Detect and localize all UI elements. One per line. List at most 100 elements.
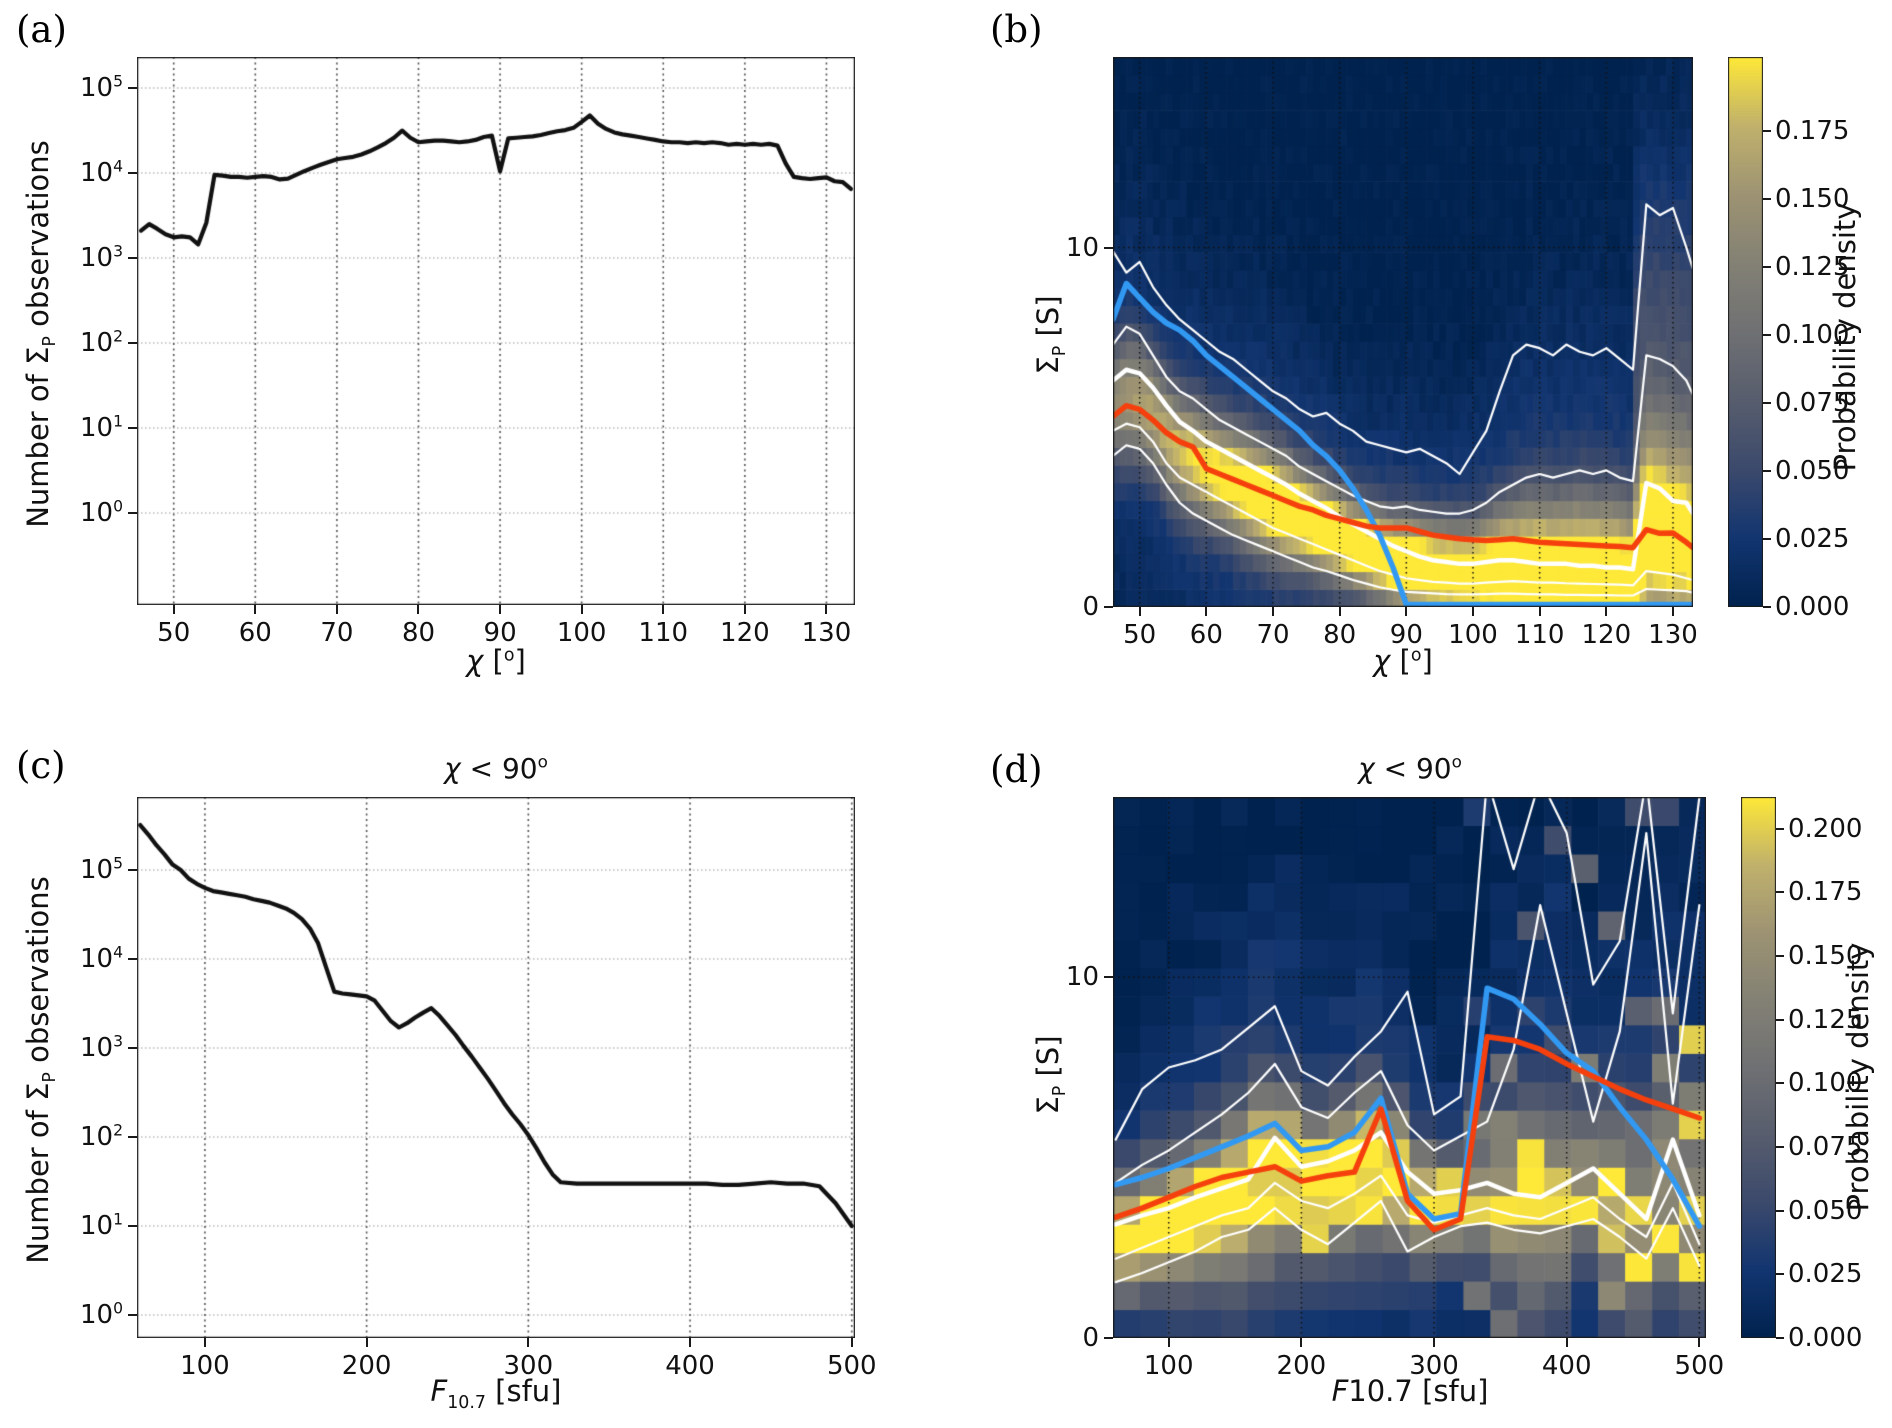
x-tick-label: 300	[503, 1351, 554, 1381]
tick-mark	[128, 958, 137, 960]
tick-mark	[128, 512, 137, 514]
tick-mark	[1605, 607, 1608, 616]
x-tick-label: 400	[665, 1351, 715, 1381]
y-tick-label: 101	[79, 1210, 123, 1241]
panel-c-letter: (c)	[16, 744, 66, 787]
tick-mark	[1776, 1273, 1784, 1276]
panel-a-xlabel: χ [o]	[466, 644, 526, 678]
panel-b-letter: (b)	[990, 8, 1043, 51]
tick-mark	[1776, 955, 1784, 958]
x-tick-label: 130	[801, 618, 852, 648]
tick-mark	[128, 869, 137, 871]
y-tick-label: 10	[1065, 232, 1099, 263]
tick-mark	[172, 605, 175, 614]
tick-mark	[1167, 1338, 1170, 1347]
y-tick-label: 102	[79, 327, 123, 358]
panel-b-ylabel: ΣP [S]	[1031, 295, 1070, 375]
tick-mark	[499, 605, 502, 614]
y-tick-label: 104	[79, 157, 123, 188]
tick-mark	[1776, 1337, 1784, 1339]
x-tick-label: 60	[1189, 620, 1223, 650]
x-tick-label: 400	[1541, 1351, 1592, 1381]
y-tick-label: 101	[79, 412, 123, 443]
tick-mark	[335, 605, 338, 614]
x-tick-label: 100	[1143, 1351, 1194, 1381]
tick-mark	[1104, 1337, 1113, 1339]
x-tick-label: 130	[1648, 620, 1698, 650]
tick-mark	[1776, 1146, 1784, 1149]
x-tick-label: 100	[556, 618, 607, 648]
y-tick-label: 105	[79, 854, 123, 885]
y-tick-label: 104	[79, 943, 123, 974]
colorbar-tick-label: 0.000	[1775, 592, 1850, 622]
colorbar-tick-label: 0.100	[1788, 1068, 1863, 1099]
tick-mark	[1763, 606, 1771, 608]
x-tick-label: 90	[483, 618, 517, 648]
tick-mark	[128, 257, 137, 259]
tick-mark	[1104, 606, 1113, 608]
y-tick-label: 0	[1082, 1323, 1099, 1353]
tick-mark	[203, 1338, 206, 1347]
x-tick-label: 60	[238, 618, 272, 648]
x-tick-label: 120	[720, 618, 770, 648]
panel-a-letter: (a)	[16, 8, 67, 51]
tick-mark	[1565, 1338, 1568, 1347]
x-tick-label: 120	[1581, 620, 1632, 650]
x-tick-label: 110	[638, 618, 689, 648]
tick-mark	[825, 605, 828, 614]
x-tick-label: 200	[1276, 1351, 1327, 1381]
tick-mark	[128, 342, 137, 344]
tick-mark	[1272, 607, 1274, 616]
panel-c-title: χ < 90o	[444, 751, 548, 785]
tick-mark	[1763, 265, 1771, 268]
x-tick-label: 50	[157, 618, 191, 648]
tick-mark	[1698, 1338, 1701, 1347]
tick-mark	[850, 1338, 853, 1347]
colorbar-d	[1741, 797, 1776, 1338]
tick-mark	[417, 605, 420, 614]
colorbar-tick-label: 0.075	[1775, 387, 1850, 418]
tick-mark	[1338, 607, 1341, 616]
x-tick-label: 500	[826, 1351, 877, 1381]
tick-mark	[1763, 129, 1771, 132]
tick-mark	[254, 605, 257, 614]
panel-d-letter: (d)	[990, 748, 1043, 791]
tick-mark	[1763, 197, 1771, 200]
tick-mark	[580, 605, 583, 614]
tick-mark	[365, 1338, 368, 1347]
panel-c-xlabel: F10.7 [sfu]	[430, 1374, 562, 1413]
y-tick-label: 100	[79, 1299, 123, 1330]
tick-mark	[689, 1338, 692, 1347]
tick-mark	[1776, 891, 1784, 894]
tick-mark	[128, 172, 137, 174]
x-tick-label: 110	[1514, 620, 1565, 650]
tick-mark	[128, 427, 137, 429]
panel-d-density-heatmap-vs-f107	[1113, 797, 1706, 1338]
x-tick-label: 50	[1123, 620, 1157, 650]
y-tick-label: 103	[79, 242, 123, 273]
colorbar-b	[1728, 57, 1763, 607]
colorbar-tick-label: 0.125	[1788, 1004, 1863, 1035]
tick-mark	[1300, 1338, 1303, 1347]
tick-mark	[1776, 1018, 1784, 1021]
x-tick-label: 100	[1448, 620, 1498, 650]
tick-mark	[1405, 607, 1408, 616]
colorbar-tick-label: 0.025	[1775, 523, 1850, 554]
colorbar-tick-label: 0.150	[1788, 941, 1863, 972]
x-tick-label: 500	[1674, 1351, 1725, 1381]
panel-c-ylabel: Number of ΣP observations	[21, 876, 60, 1264]
x-tick-label: 200	[341, 1351, 392, 1381]
tick-mark	[1776, 827, 1784, 830]
colorbar-tick-label: 0.100	[1775, 319, 1850, 350]
tick-mark	[1763, 333, 1771, 336]
panel-c-observations-vs-f107-plot	[137, 797, 855, 1338]
x-tick-label: 70	[1256, 620, 1290, 650]
tick-mark	[662, 605, 665, 614]
x-tick-label: 100	[180, 1351, 230, 1381]
x-tick-label: 70	[320, 618, 354, 648]
y-tick-label: 0	[1082, 592, 1099, 622]
tick-mark	[1138, 607, 1141, 616]
colorbar-tick-label: 0.025	[1788, 1259, 1863, 1290]
y-tick-label: 102	[79, 1121, 123, 1152]
